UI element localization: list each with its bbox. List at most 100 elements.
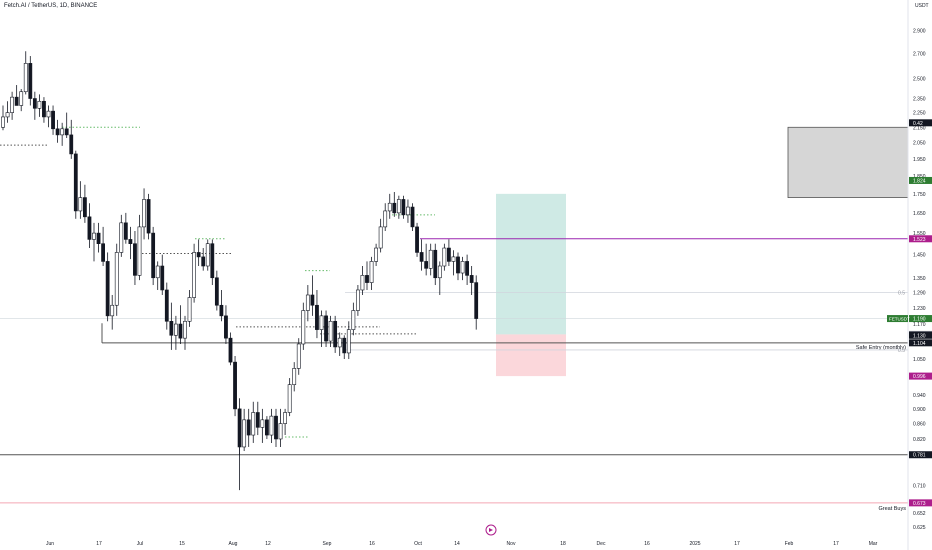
y-tick-label-24: 0.625 [913,525,926,531]
price-tag-9 [909,499,932,507]
candle-body-54 [246,419,251,436]
candle-body-58 [264,419,269,436]
candle-body-8 [37,100,42,109]
y-tick-label-19: 0.900 [913,407,926,413]
extras-layer [485,524,497,536]
candle-body-100 [456,256,460,274]
x-tick-label-0: Jun [46,541,54,547]
candle-body-29 [133,243,137,276]
levels-layer: Safe Entry (monthly) Great Buys 0.5 0.5 [0,126,908,512]
candle-body-22 [101,243,106,262]
candle-body-90 [410,206,415,228]
x-tick-label-2: Jul [137,541,143,547]
y-tick-label-8: 1.850 [913,174,926,180]
zones-layer [496,126,909,377]
x-tick-label-13: 16 [644,541,650,547]
candle-body-72 [328,320,333,342]
candle-body-45 [205,243,210,267]
y-tick-label-11: 1.550 [913,231,926,237]
candle-body-28 [128,239,133,244]
level-label-1: Safe Entry (monthly) [856,345,906,351]
y-tick-label-20: 0.860 [913,422,926,428]
price-tag-1 [909,176,932,184]
time-axis: Jun 17 Jul 15 Aug 12 Sep 16 Oct 14 Nov 18 Dec 16 2025 1… [46,541,878,547]
candle-body-16 [73,153,78,212]
candle-body-74 [337,337,342,348]
candle-body-20 [92,232,96,240]
candle-body-37 [169,320,174,336]
candle-body-5 [23,63,28,93]
candle-body-83 [378,226,383,249]
x-tick-label-12: Dec [597,541,606,547]
candle-body-2 [10,96,15,113]
x-tick-label-7: 16 [369,541,375,547]
level-label-3: Great Buys [878,506,906,512]
price-tag-text-6: 1.104 [913,341,926,347]
candle-body-60 [274,415,278,440]
y-tick-label-7: 1.950 [913,157,926,163]
x-tick-label-18: Mar [869,541,878,547]
candle-body-47 [214,277,219,306]
candle-body-86 [392,202,397,214]
currency-label: USDT [915,3,929,9]
candle-body-50 [228,337,233,363]
candle-body-26 [119,222,124,253]
y-tick-label-12: 1.450 [913,253,926,259]
x-tick-label-1: 17 [96,541,102,547]
candle-body-62 [283,412,288,424]
candle-body-36 [164,289,169,322]
fib-label-0: 0.5 [898,290,905,296]
price-axis: 2.900 2.700 2.500 2.350 2.250 2.150 2.050 1.950… [907,0,926,550]
candle-body-102 [465,261,470,276]
candle-body-85 [387,202,392,212]
candle-body-46 [210,243,215,279]
candle-body-6 [28,63,33,99]
candle-body-30 [137,226,142,276]
y-tick-label-16: 1.170 [913,322,926,328]
candle-body-49 [224,315,228,339]
chart-title: Fetch.AI / TetherUS, 1D, BINANCE [4,3,98,9]
candle-body-87 [396,199,401,214]
candle-body-81 [369,261,374,283]
candle-body-76 [346,329,351,354]
candle-body-69 [315,304,319,330]
candle-body-91 [415,226,419,253]
x-tick-label-6: Sep [323,541,332,547]
candle-body-95 [433,249,438,279]
candle-body-1 [5,112,10,118]
candle-body-67 [305,294,310,311]
candle-body-24 [110,304,115,317]
price-tags-layer: 0.421.8241.5231.190FETUSDT1.1331.1301.10… [887,119,932,507]
price-tag-text-9: 0.673 [913,501,926,507]
y-tick-label-18: 0.940 [913,393,926,399]
candle-body-71 [324,315,328,342]
fib-label-1: 0.5 [898,348,905,354]
price-tag-5 [909,331,932,339]
price-tag-7 [909,372,932,380]
price-tag-0 [909,119,932,127]
x-tick-label-17: 17 [833,541,839,547]
candle-body-73 [333,320,338,348]
y-tick-label-2: 2.500 [913,77,926,83]
y-tick-label-6: 2.050 [913,141,926,147]
candle-body-38 [174,323,178,336]
candle-body-4 [19,91,24,106]
y-tick-label-22: 0.710 [913,484,926,490]
x-tick-label-16: Feb [785,541,794,547]
candle-body-48 [219,304,224,317]
price-tag-8 [909,451,932,459]
x-tick-label-15: 17 [734,541,740,547]
candle-body-101 [460,261,465,274]
long-position-target-zone [496,193,566,335]
y-tick-label-15: 1.230 [913,306,926,312]
candle-body-89 [406,206,410,216]
candle-body-59 [269,415,274,436]
price-tag-text-8: 0.781 [913,453,926,459]
y-tick-label-17: 1.050 [913,357,926,363]
y-tick-label-21: 0.820 [913,437,926,443]
candle-body-13 [60,128,65,136]
candle-body-68 [310,294,315,306]
price-tag-text-0: 0.42 [913,121,923,127]
candle-body-64 [292,368,297,385]
